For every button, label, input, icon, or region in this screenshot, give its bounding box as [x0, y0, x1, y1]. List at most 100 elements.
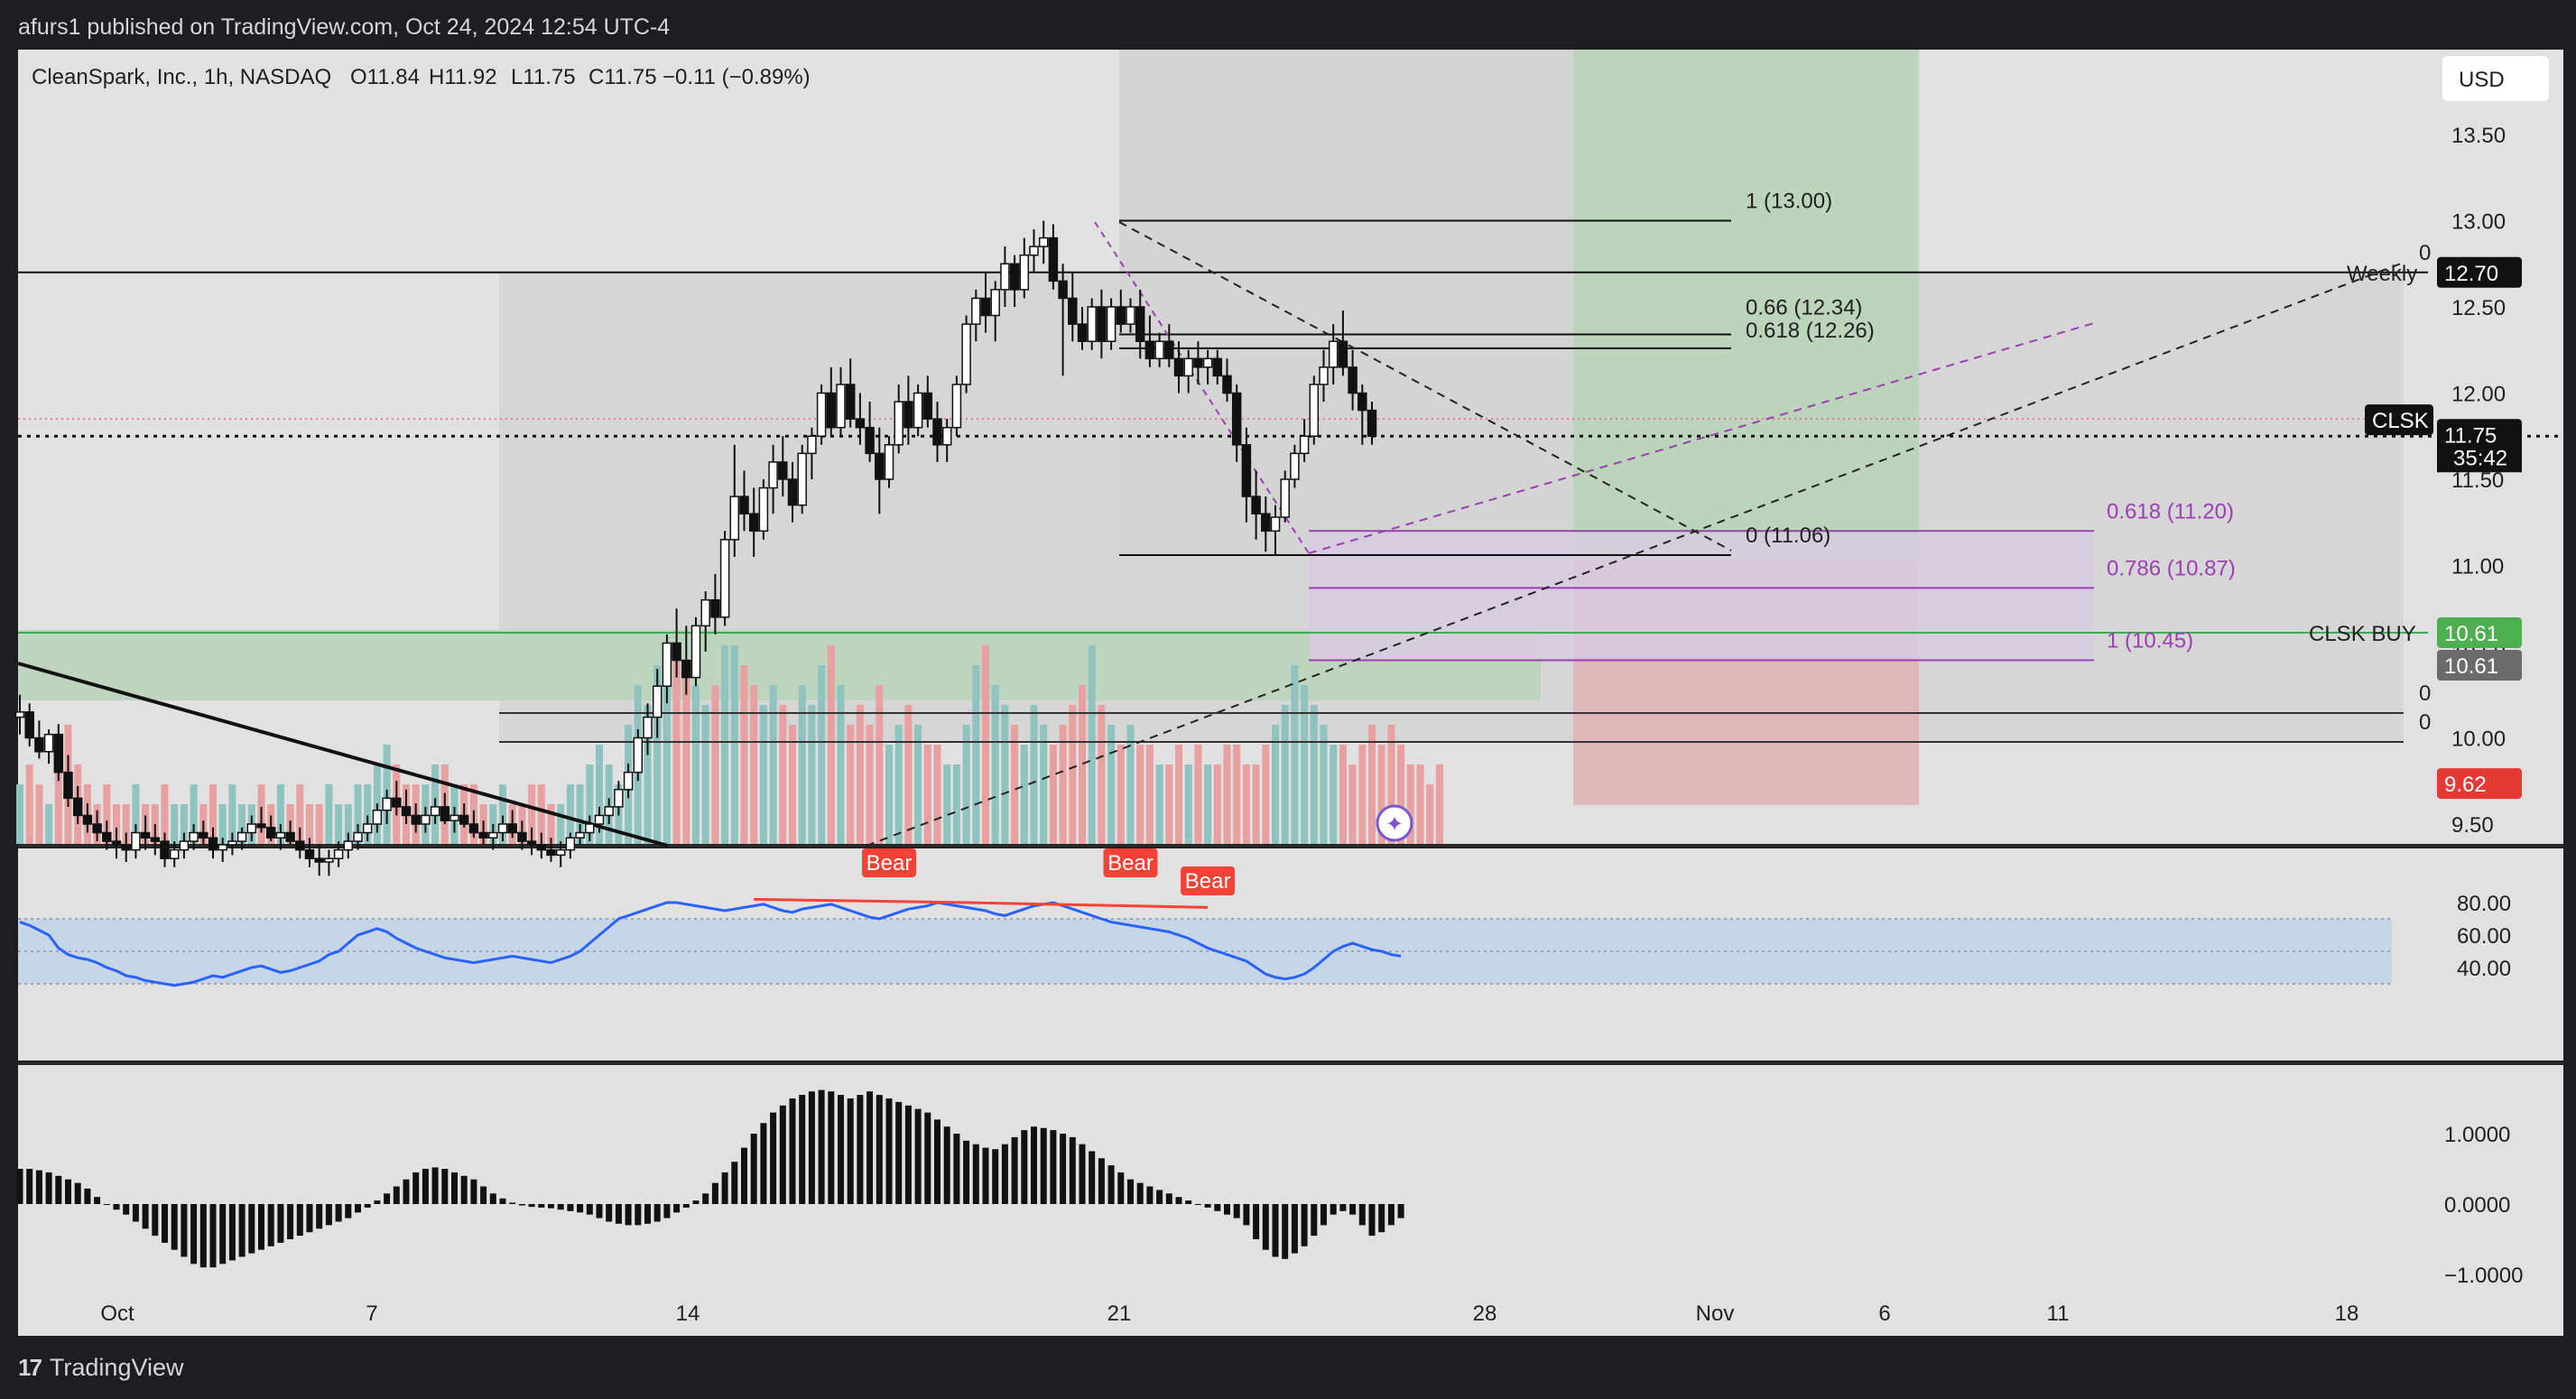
rsi-tick: 80.00: [2457, 892, 2511, 916]
stop-badge: 9.62: [2444, 773, 2487, 797]
volume-bar: [54, 745, 62, 844]
macd-bar: [750, 1134, 757, 1204]
macd-histogram: 1.0000 0.0000 −1.0000: [16, 1089, 2523, 1288]
buy-badge-dup: 10.61: [2444, 654, 2498, 679]
macd-bar: [1011, 1136, 1018, 1204]
buy-badge-dup-bg: [2437, 649, 2522, 681]
macd-bar: [1079, 1144, 1086, 1204]
volume-bar: [1435, 764, 1443, 844]
candle-body: [1202, 357, 1213, 368]
candle-body: [111, 840, 122, 846]
macd-bar: [277, 1204, 284, 1243]
demand-zone: [18, 630, 1541, 700]
time-tick: 11: [2047, 1302, 2070, 1326]
candle-body: [807, 435, 817, 455]
time-tick: 28: [1473, 1302, 1497, 1326]
macd-bar: [606, 1204, 613, 1222]
volume-bar: [962, 725, 970, 844]
volume-bar: [721, 645, 729, 844]
volume-bar: [1310, 705, 1318, 844]
volume-bar: [1088, 645, 1096, 844]
volume-bar: [1069, 705, 1077, 844]
macd-bar: [625, 1204, 632, 1226]
macd-bar: [1368, 1204, 1376, 1237]
macd-bar: [741, 1147, 747, 1204]
macd-bar: [345, 1204, 352, 1218]
time-tick: 6: [1878, 1302, 1890, 1326]
candle-body: [1019, 254, 1030, 291]
time-tick: 14: [676, 1302, 700, 1326]
volume-bar: [682, 665, 690, 844]
volume-bar: [1281, 705, 1289, 844]
candlesticks[interactable]: [14, 220, 1377, 876]
macd-bar: [364, 1204, 371, 1208]
rsi-line: [19, 901, 1402, 987]
volume-bar: [672, 645, 681, 844]
macd-bar: [828, 1091, 835, 1204]
candle-body: [719, 539, 730, 618]
countdown: 35:42: [2453, 446, 2507, 470]
candle-body: [1173, 357, 1184, 377]
macd-bar: [1301, 1204, 1308, 1246]
macd-bar: [789, 1098, 796, 1204]
tradingview-wordmark: TradingView: [49, 1354, 184, 1381]
macd-bar: [74, 1182, 81, 1204]
macd-tick: 0.0000: [2444, 1193, 2510, 1218]
candle-body: [440, 806, 450, 821]
macd-bar: [1050, 1130, 1057, 1204]
price-axis: 13.5013.0012.5012.0011.5011.0010.5010.00…: [2365, 124, 2522, 838]
macd-bar: [953, 1134, 960, 1204]
volume-bar: [113, 804, 120, 844]
candle-body: [208, 837, 218, 851]
macd-bar: [1253, 1204, 1260, 1239]
volume-bar: [1397, 745, 1405, 844]
macd-pane[interactable]: [18, 1065, 2563, 1336]
volume-bar: [325, 784, 333, 844]
volume-bar: [528, 784, 536, 844]
volume-bar: [576, 784, 584, 844]
macd-bar: [258, 1204, 264, 1250]
macd-bar: [489, 1193, 496, 1204]
candle-body: [1144, 340, 1155, 360]
candle-body: [662, 642, 672, 687]
macd-bar: [171, 1204, 178, 1250]
candle-body: [169, 848, 180, 859]
sparkle-icon[interactable]: [1376, 804, 1413, 842]
volume-bar: [1339, 745, 1347, 844]
macd-bar: [248, 1204, 255, 1254]
macd-bar: [1397, 1204, 1404, 1218]
candle-body: [179, 840, 190, 851]
price-tick: 12.50: [2451, 296, 2506, 320]
volume-bar: [847, 725, 855, 844]
macd-bar: [228, 1204, 236, 1261]
volume-bar: [499, 784, 506, 844]
time-tick: 21: [1107, 1302, 1132, 1326]
candle-body: [304, 848, 315, 859]
volume-bar: [991, 685, 999, 844]
macd-bar: [1060, 1134, 1067, 1204]
macd-bar: [1291, 1204, 1298, 1254]
candle-body: [72, 797, 83, 817]
fib-black-label: 0 (11.06): [1746, 523, 1830, 548]
candle-body: [1290, 452, 1300, 480]
symbol-tag-bg: [2365, 404, 2433, 436]
symbol-tag: CLSK: [2372, 409, 2429, 433]
rsi-indicator: Bear Bear Bear 80.00 60.00 40.00: [18, 848, 2511, 987]
currency-button[interactable]: [2442, 56, 2549, 101]
candle-body: [236, 831, 247, 842]
macd-bar: [731, 1162, 738, 1204]
volume-bar: [103, 784, 111, 844]
candle-body: [1193, 357, 1203, 368]
volume-bar: [218, 804, 227, 844]
countdown-bg: [2437, 443, 2522, 473]
fib-black-label: 0.66 (12.34): [1746, 296, 1862, 320]
candle-body: [865, 426, 875, 455]
tradingview-logo[interactable]: 17 TradingView: [18, 1354, 184, 1382]
macd-bar: [384, 1193, 391, 1204]
volume-bar: [1377, 745, 1385, 844]
candle-body: [1231, 392, 1242, 446]
macd-bar: [866, 1091, 874, 1204]
volume-bar: [1165, 764, 1173, 844]
macd-bar: [904, 1105, 912, 1204]
